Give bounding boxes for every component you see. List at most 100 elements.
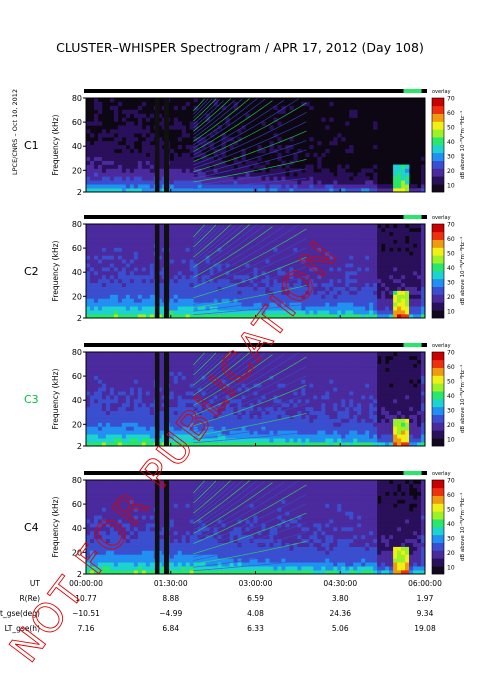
heat-cell — [397, 430, 402, 435]
heat-cell — [89, 371, 95, 376]
heat-cell — [401, 367, 406, 372]
heat-cell — [281, 442, 286, 447]
heat-cell — [393, 422, 398, 427]
heat-cell — [193, 164, 198, 169]
heat-cell — [261, 314, 266, 319]
heat-cell — [185, 402, 190, 408]
heat-cell — [269, 355, 274, 361]
heat-cell — [97, 239, 103, 244]
heat-cell — [185, 251, 190, 256]
heat-cell — [177, 310, 183, 315]
heat-cell — [289, 395, 294, 400]
heat-cell — [257, 434, 262, 439]
heat-cell — [397, 310, 402, 315]
heat-cell — [185, 383, 190, 388]
heat-cell — [321, 172, 326, 177]
heat-cell — [261, 359, 266, 365]
heat-cell — [217, 434, 222, 439]
heat-cell — [289, 267, 294, 272]
heat-cell — [189, 359, 194, 365]
heat-cell — [221, 168, 226, 173]
heat-cell — [89, 239, 95, 244]
heat-cell — [241, 172, 246, 177]
heat-cell — [169, 430, 175, 435]
heat-cell — [221, 399, 226, 404]
heat-cell — [385, 414, 390, 419]
heat-cell — [389, 282, 394, 287]
heat-cell — [417, 188, 422, 193]
heat-cell — [297, 298, 302, 303]
heat-cell — [261, 363, 266, 368]
heat-cell — [369, 294, 374, 299]
heat-cell — [377, 188, 382, 193]
heat-cell — [217, 160, 222, 165]
heat-cell — [169, 259, 175, 264]
heat-cell — [293, 438, 298, 443]
heat-cell — [329, 294, 334, 299]
heat-cell — [145, 263, 151, 268]
heat-cell — [137, 310, 143, 315]
heat-cell — [341, 391, 346, 396]
heat-cell — [357, 430, 362, 435]
heat-cell — [125, 310, 131, 315]
heat-cell — [185, 302, 190, 307]
heat-cell — [201, 399, 206, 404]
heat-cell — [385, 383, 390, 388]
heat-cell — [377, 430, 382, 435]
heat-cell — [309, 259, 314, 264]
heat-cell — [105, 160, 111, 165]
heat-cell — [105, 314, 111, 319]
heat-cell — [145, 310, 151, 315]
heat-cell — [209, 414, 214, 419]
heat-cell — [113, 290, 119, 295]
heat-cell — [93, 418, 99, 423]
heat-cell — [117, 383, 123, 388]
heat-cell — [273, 387, 278, 392]
heat-cell — [93, 434, 99, 439]
heat-cell — [365, 430, 370, 435]
heat-cell — [109, 387, 115, 392]
heat-cell — [137, 355, 143, 361]
heat-cell — [121, 430, 127, 435]
heat-cell — [313, 418, 318, 423]
heat-cell — [357, 314, 362, 319]
heat-cell — [181, 156, 187, 161]
heat-cell — [137, 363, 143, 368]
heat-cell — [193, 418, 198, 423]
heat-cell — [157, 188, 163, 193]
heat-cell — [133, 306, 139, 311]
heat-cell — [333, 395, 338, 400]
heat-cell — [305, 239, 310, 244]
heat-cell — [365, 286, 370, 291]
heat-cell — [245, 314, 250, 319]
heat-cell — [389, 418, 394, 423]
heat-cell — [157, 259, 163, 264]
heat-cell — [121, 410, 127, 415]
heat-cell — [281, 387, 286, 392]
heat-cell — [105, 180, 111, 185]
heat-cell — [185, 438, 190, 443]
heat-cell — [101, 251, 107, 256]
heat-cell — [285, 363, 290, 368]
heat-cell — [185, 442, 190, 447]
heat-cell — [329, 363, 334, 368]
heat-cell — [241, 224, 246, 229]
heat-cell — [213, 247, 218, 252]
heat-cell — [133, 247, 139, 252]
heat-cell — [141, 418, 147, 423]
heat-cell — [337, 180, 342, 185]
heat-cell — [89, 176, 95, 181]
heat-cell — [273, 430, 278, 435]
heat-cell — [401, 184, 406, 189]
heat-cell — [297, 176, 302, 181]
heat-cell — [241, 414, 246, 419]
heat-cell — [137, 290, 143, 295]
heat-cell — [101, 239, 107, 244]
heat-cell — [197, 367, 202, 372]
heat-cell — [133, 352, 139, 357]
mode-label: overlay — [432, 343, 451, 349]
heat-cell — [301, 414, 306, 419]
colorbar-segment — [432, 121, 444, 130]
heat-cell — [221, 145, 226, 150]
heat-cell — [105, 133, 111, 138]
